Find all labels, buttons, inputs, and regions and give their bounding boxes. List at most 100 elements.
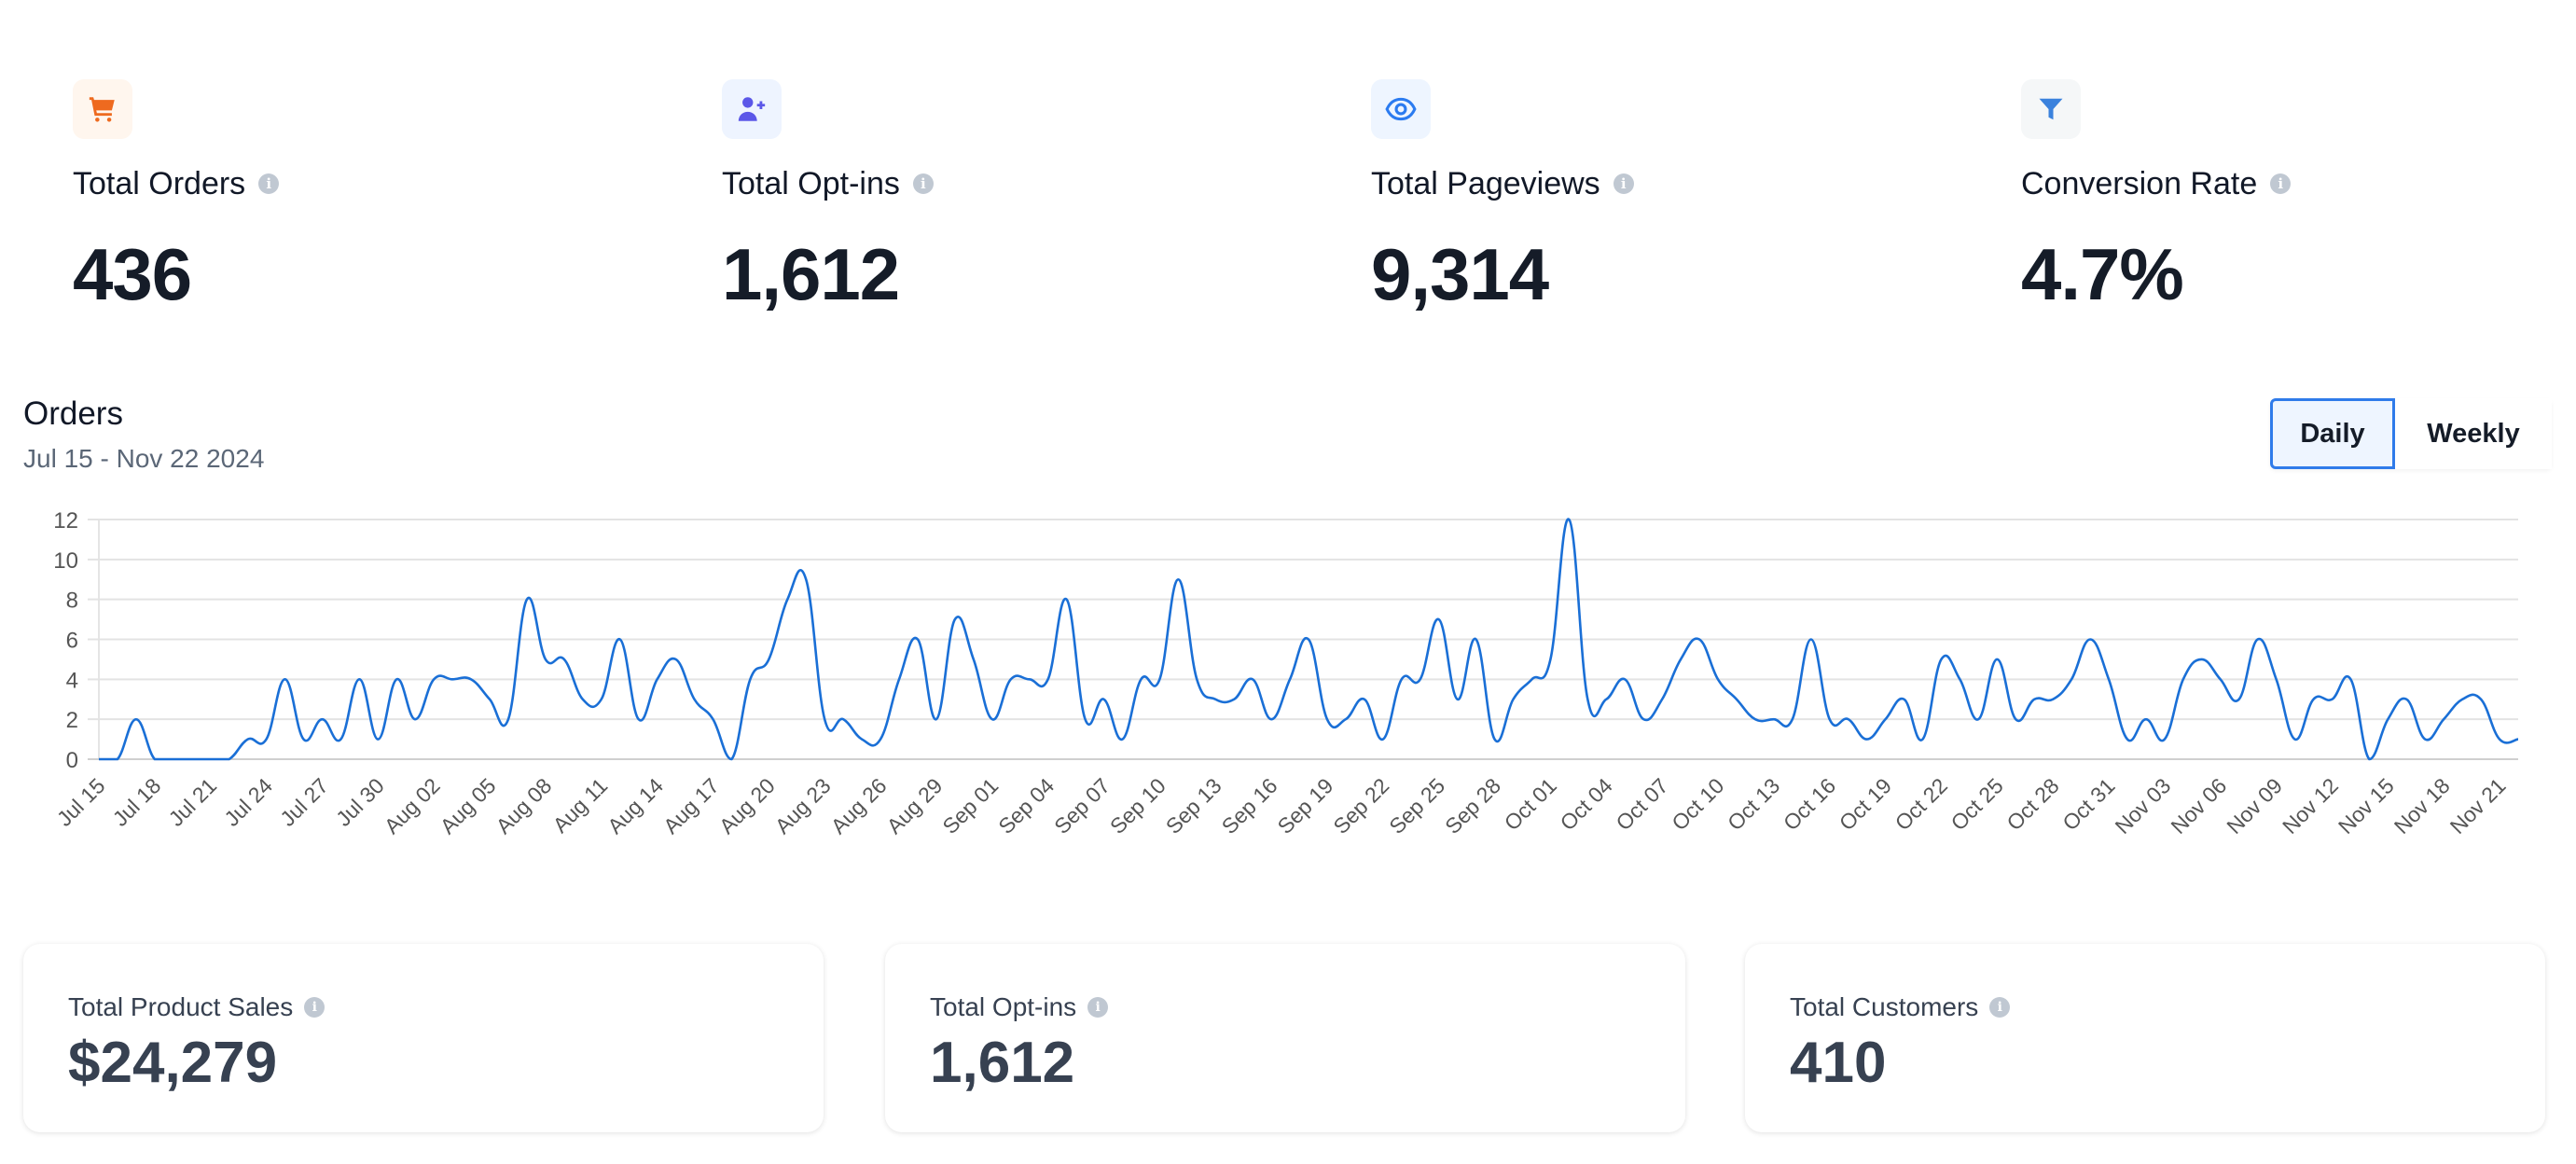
y-tick-label: 6 <box>66 629 78 654</box>
x-tick-label: Sep 22 <box>1328 773 1393 838</box>
data-point <box>2143 716 2149 722</box>
data-point <box>1306 637 1311 643</box>
data-point <box>2162 737 2167 742</box>
data-point <box>1957 676 1962 682</box>
data-point <box>784 597 790 603</box>
data-point <box>1119 737 1125 742</box>
info-icon[interactable]: i <box>304 997 325 1018</box>
data-point <box>1156 676 1162 682</box>
data-point <box>264 737 270 742</box>
data-point <box>1362 697 1367 702</box>
x-tick-label: Oct 16 <box>1779 773 1840 835</box>
data-point <box>2218 676 2223 682</box>
x-tick-label: Aug 17 <box>658 773 724 838</box>
x-tick-label: Jul 15 <box>52 773 110 831</box>
data-point <box>617 637 623 643</box>
data-point <box>1697 637 1702 643</box>
x-tick-label: Oct 04 <box>1555 773 1616 835</box>
data-point <box>1194 676 1199 682</box>
data-point <box>2366 756 2372 762</box>
x-tick-label: Oct 01 <box>1500 773 1561 835</box>
stat-value: 1,612 <box>722 233 900 315</box>
shopping-cart-icon <box>73 79 132 139</box>
data-point <box>1641 716 1646 722</box>
data-point <box>1585 697 1590 702</box>
y-tick-label: 10 <box>53 548 78 574</box>
data-point <box>915 637 921 643</box>
info-icon[interactable]: i <box>912 173 934 194</box>
x-tick-label: Jul 27 <box>275 773 333 831</box>
x-tick-label: Sep 13 <box>1161 773 1226 838</box>
data-point <box>1268 716 1274 722</box>
data-point <box>171 756 176 762</box>
data-point <box>2292 737 2298 742</box>
data-point <box>227 756 232 762</box>
y-tick-label: 4 <box>66 668 78 693</box>
stat-total-optins: Total Opt-ins i 1,612 <box>722 79 1281 317</box>
data-point <box>431 676 436 682</box>
x-tick-label: Oct 13 <box>1723 773 1784 835</box>
stat-total-orders: Total Orders i 436 <box>73 79 632 317</box>
data-point <box>2031 697 2037 702</box>
info-icon[interactable]: i <box>1087 997 1109 1018</box>
x-tick-label: Sep 01 <box>937 773 1003 838</box>
x-tick-label: Oct 22 <box>1890 773 1952 835</box>
data-point <box>1790 716 1795 722</box>
stat-title: Total Orders <box>73 165 246 201</box>
data-point <box>840 716 846 722</box>
data-point <box>1250 676 1255 682</box>
data-point <box>859 737 865 742</box>
x-tick-label: Oct 07 <box>1611 773 1672 835</box>
data-point <box>2255 637 2261 643</box>
x-tick-label: Aug 26 <box>826 773 892 838</box>
x-tick-label: Sep 25 <box>1384 773 1449 838</box>
info-icon[interactable]: i <box>2270 173 2292 194</box>
data-point <box>728 756 734 762</box>
data-point <box>1715 676 1721 682</box>
data-point <box>1938 657 1944 662</box>
data-point <box>2478 697 2484 702</box>
stat-title: Conversion Rate <box>2021 165 2258 201</box>
data-point <box>2125 737 2130 742</box>
data-point <box>1846 716 1851 722</box>
x-tick-label: Oct 25 <box>1946 773 2008 835</box>
data-point <box>1138 676 1143 682</box>
data-point <box>710 716 715 722</box>
x-tick-label: Sep 16 <box>1217 773 1282 838</box>
card-label: Total Product Sales <box>68 992 294 1021</box>
daily-button[interactable]: Daily <box>2270 398 2395 469</box>
data-point <box>580 697 586 702</box>
data-point <box>1175 576 1181 582</box>
data-point <box>2385 716 2390 722</box>
data-point <box>152 756 158 762</box>
data-point <box>1603 697 1609 702</box>
y-tick-label: 0 <box>66 748 78 773</box>
data-point <box>673 657 679 662</box>
data-point <box>450 676 455 682</box>
data-point <box>115 756 120 762</box>
info-icon[interactable]: i <box>258 173 280 194</box>
stat-title: Total Opt-ins <box>722 165 900 201</box>
data-point <box>1678 657 1683 662</box>
period-toggle: Daily Weekly <box>2270 398 2552 469</box>
data-point <box>2050 697 2056 702</box>
info-icon[interactable]: i <box>1613 173 1634 194</box>
data-point <box>2422 737 2428 742</box>
data-point <box>878 737 883 742</box>
weekly-button[interactable]: Weekly <box>2395 398 2552 469</box>
data-point <box>1883 716 1889 722</box>
data-point <box>1827 716 1833 722</box>
data-point <box>338 737 343 742</box>
x-tick-label: Aug 02 <box>380 773 445 838</box>
stat-value: 9,314 <box>1371 233 1549 315</box>
x-tick-label: Aug 14 <box>602 773 668 838</box>
data-point <box>1734 697 1739 702</box>
data-point <box>1492 737 1498 742</box>
x-tick-label: Aug 29 <box>882 773 948 838</box>
data-point <box>394 676 399 682</box>
data-point <box>1436 617 1442 622</box>
data-point <box>896 676 902 682</box>
info-icon[interactable]: i <box>1989 997 2011 1018</box>
funnel-icon <box>2021 79 2081 139</box>
